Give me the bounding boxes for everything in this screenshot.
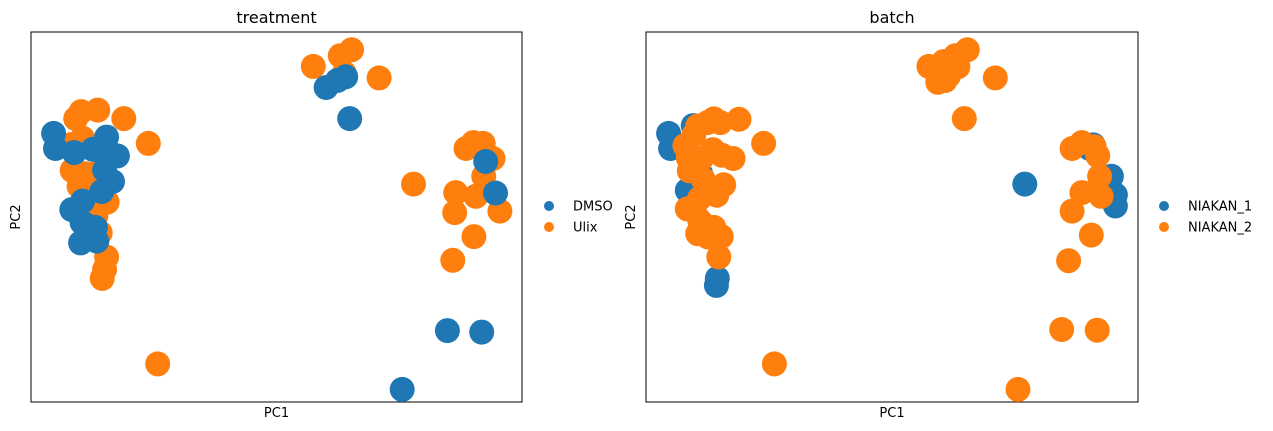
chart-panel-1: treatment PC1 PC2 DMSO Ulix xyxy=(9,8,613,421)
scatter-point-niakan-2-36 xyxy=(685,221,711,247)
scatter-point-dmso-7 xyxy=(61,140,87,166)
scatter-point-niakan-2-18 xyxy=(726,106,752,132)
y-axis-label: PC2 xyxy=(9,204,24,229)
chart-title: treatment xyxy=(236,8,316,27)
scatter-point-dmso-22 xyxy=(473,149,499,174)
scatter-point-niakan-2-44 xyxy=(1069,180,1095,206)
scatter-point-dmso-4 xyxy=(337,106,363,132)
legend-marker-niakan-2 xyxy=(1159,222,1169,232)
legend-label: NIAKAN_2 xyxy=(1188,221,1252,236)
scatter-point-dmso-25 xyxy=(469,319,495,345)
scatter-point-dmso-18 xyxy=(70,188,96,214)
x-axis-label: PC1 xyxy=(264,406,289,421)
chart-title: batch xyxy=(869,8,914,27)
scatter-point-niakan-2-11 xyxy=(951,106,977,132)
scatter-point-dmso-6 xyxy=(43,136,68,161)
scatter-point-ulix-1 xyxy=(300,53,326,79)
scatter-point-dmso-14 xyxy=(89,179,115,204)
legend: NIAKAN_1 NIAKAN_2 xyxy=(1159,200,1252,236)
legend: DMSO Ulix xyxy=(544,200,613,236)
scatter-point-niakan-2-50 xyxy=(1084,317,1110,343)
scatter-point-ulix-10 xyxy=(135,130,161,156)
scatter-points xyxy=(41,37,513,402)
scatter-point-dmso-23 xyxy=(483,180,508,206)
scatter-point-dmso-26 xyxy=(389,376,415,402)
scatter-point-ulix-8 xyxy=(85,97,111,123)
scatter-point-ulix-38 xyxy=(440,247,466,273)
scatter-point-niakan-2-19 xyxy=(751,130,777,156)
legend-marker-dmso xyxy=(544,201,554,211)
scatter-point-niakan-2-35 xyxy=(708,224,734,250)
legend-marker-niakan-1 xyxy=(1159,201,1169,211)
x-axis-label: PC1 xyxy=(879,406,904,421)
scatter-point-niakan-2-9 xyxy=(940,52,965,78)
scatter-point-dmso-3 xyxy=(333,64,359,90)
legend-label: DMSO xyxy=(573,200,613,215)
scatter-point-dmso-21 xyxy=(68,230,94,256)
scatter-point-niakan-1-8 xyxy=(703,272,729,298)
y-axis-label: PC2 xyxy=(624,204,639,229)
scatter-point-niakan-2-47 xyxy=(1078,222,1104,248)
scatter-point-niakan-2-48 xyxy=(1056,248,1082,274)
scatter-point-niakan-2-38 xyxy=(761,351,787,377)
legend-label: Ulix xyxy=(573,221,598,236)
scatter-point-ulix-33 xyxy=(443,180,469,206)
scatter-point-niakan-2-51 xyxy=(1005,376,1031,402)
legend-label: NIAKAN_1 xyxy=(1188,200,1252,215)
scatter-point-ulix-35 xyxy=(461,224,487,250)
scatter-point-ulix-34 xyxy=(442,200,468,226)
scatter-point-ulix-36 xyxy=(463,183,489,209)
scatter-point-ulix-25 xyxy=(89,265,115,291)
scatter-point-niakan-2-37 xyxy=(706,244,732,270)
scatter-point-ulix-26 xyxy=(145,351,171,377)
scatter-point-niakan-2-17 xyxy=(707,110,733,136)
scatter-point-ulix-3 xyxy=(339,37,365,63)
scatter-point-niakan-2-29 xyxy=(711,172,737,198)
scatter-point-niakan-2-42 xyxy=(1085,143,1111,169)
scatter-point-niakan-2-23 xyxy=(720,146,746,171)
scatter-point-niakan-2-45 xyxy=(1088,183,1114,209)
scatter-point-ulix-4 xyxy=(366,65,392,91)
scatter-point-niakan-2-49 xyxy=(1049,317,1075,342)
scatter-point-niakan-1-9 xyxy=(1012,171,1038,197)
scatter-point-dmso-9 xyxy=(94,124,120,150)
scatter-point-ulix-27 xyxy=(401,171,426,197)
legend-marker-ulix xyxy=(544,222,554,232)
scatter-points xyxy=(656,37,1128,402)
scatter-point-ulix-9 xyxy=(111,106,137,132)
scatter-point-dmso-24 xyxy=(434,318,460,344)
scatter-point-niakan-2-46 xyxy=(1059,198,1085,224)
chart-panel-2: batch PC1 PC2 NIAKAN_1 NIAKAN_2 xyxy=(624,8,1252,421)
scatter-point-niakan-2-10 xyxy=(982,65,1008,91)
scatter-point-niakan-2-43 xyxy=(1087,163,1113,189)
